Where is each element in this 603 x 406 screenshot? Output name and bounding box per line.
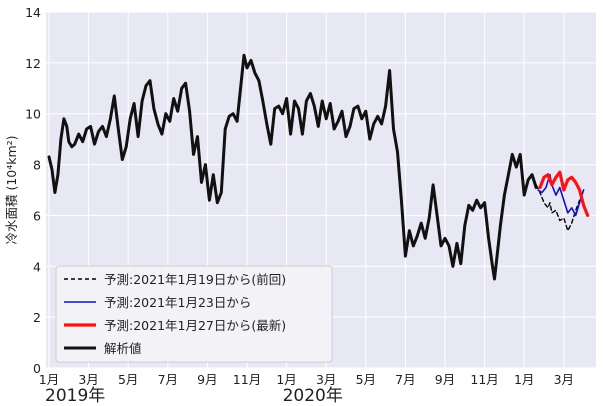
- x-tick-label: 3月: [316, 372, 336, 387]
- y-tick-label: 2: [33, 310, 41, 325]
- y-tick-label: 0: [33, 361, 41, 376]
- y-tick-label: 12: [25, 56, 41, 71]
- legend: 予測:2021年1月19日から(前回) 予測:2021年1月23日から予測:202…: [55, 265, 333, 363]
- x-tick-label: 7月: [158, 372, 178, 387]
- y-tick-label: 14: [25, 5, 41, 20]
- year-label: 2020年: [283, 386, 343, 406]
- series-lines: [47, 53, 590, 281]
- x-tick-label: 7月: [395, 372, 415, 387]
- x-tick-label: 3月: [554, 372, 574, 387]
- y-axis-label: 冷水面積 (10⁴km²): [4, 135, 19, 244]
- x-tick-label: 5月: [118, 372, 138, 387]
- y-tick-label: 6: [33, 208, 41, 223]
- x-tick-label: 11月: [233, 372, 261, 387]
- x-tick-label: 11月: [470, 372, 498, 387]
- series-line: [537, 173, 585, 217]
- legend-label: 予測:2021年1月27日から(最新): [104, 318, 286, 333]
- x-tick-label: 1月: [514, 372, 534, 387]
- year-labels: 2019年 2020年: [45, 386, 343, 406]
- x-tick-label: 9月: [435, 372, 455, 387]
- y-axis-ticks: 0 2 4 6 8 10 12 14: [25, 5, 41, 376]
- x-axis-ticks: 1月 3月 5月 7月 9月 11月 1月 3月 5月 7月 9月 11月 1月 3月: [39, 372, 574, 387]
- series-line: [47, 53, 538, 281]
- legend-label: 解析値: [104, 341, 142, 356]
- x-tick-label: 1月: [276, 372, 296, 387]
- series-line: [535, 184, 581, 232]
- legend-box: [55, 265, 333, 363]
- y-tick-label: 8: [33, 158, 41, 173]
- y-tick-label: 4: [33, 259, 41, 274]
- x-tick-label: 3月: [78, 372, 98, 387]
- series-line: [538, 170, 590, 217]
- year-label: 2019年: [45, 386, 105, 406]
- x-tick-label: 9月: [197, 372, 217, 387]
- legend-label: 予測:2021年1月19日から(前回): [104, 272, 286, 287]
- x-tick-label: 1月: [39, 372, 59, 387]
- legend-label: 予測:2021年1月23日から: [104, 295, 251, 310]
- x-tick-label: 5月: [356, 372, 376, 387]
- y-tick-label: 10: [25, 107, 41, 122]
